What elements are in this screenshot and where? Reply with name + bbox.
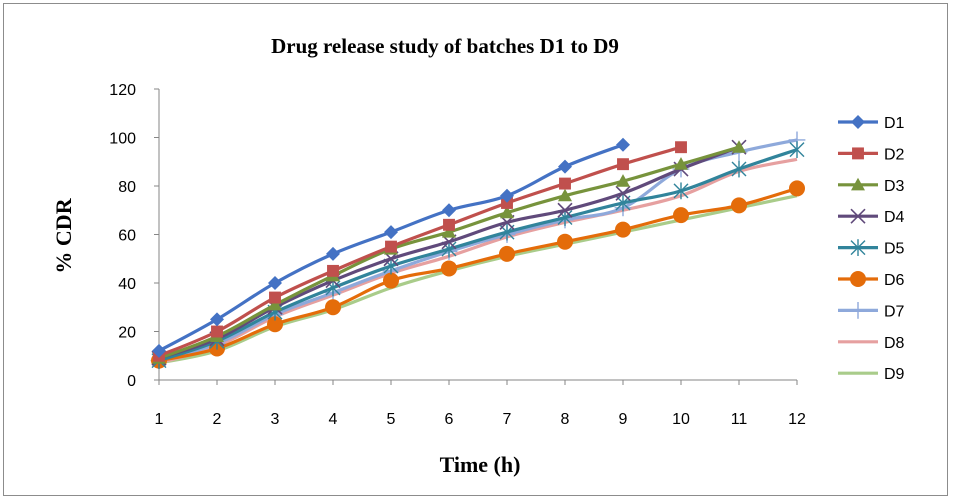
x-tick-label: 11 bbox=[731, 411, 748, 428]
x-tick-label: 4 bbox=[329, 411, 338, 428]
data-point-d6 bbox=[789, 180, 805, 197]
legend-item-d8: D8 bbox=[838, 335, 905, 352]
data-point-d6 bbox=[731, 197, 747, 214]
chart-title: Drug release study of batches D1 to D9 bbox=[271, 34, 619, 58]
data-point-d1 bbox=[152, 343, 166, 358]
data-point-d1 bbox=[558, 159, 572, 174]
legend-label: D7 bbox=[884, 303, 905, 320]
legend-item-d3: D3 bbox=[838, 177, 905, 195]
y-tick-label: 20 bbox=[118, 325, 136, 342]
y-tick-label: 60 bbox=[118, 228, 136, 245]
legend-item-d6: D6 bbox=[838, 271, 905, 289]
data-point-d2 bbox=[559, 177, 571, 190]
legend-marker bbox=[849, 302, 867, 319]
series-d1 bbox=[152, 137, 630, 358]
x-tick-label: 6 bbox=[445, 411, 454, 428]
data-point-d3 bbox=[268, 297, 282, 311]
legend-marker bbox=[850, 239, 866, 256]
legend-item-d4: D4 bbox=[838, 208, 905, 226]
y-tick-label: 0 bbox=[127, 373, 136, 390]
x-tick-label: 3 bbox=[271, 411, 280, 428]
data-point-d1 bbox=[442, 203, 456, 218]
plot-area bbox=[150, 131, 806, 369]
y-tick-label: 40 bbox=[118, 276, 136, 293]
data-point-d1 bbox=[268, 276, 282, 290]
y-axis-title: % CDR bbox=[51, 197, 76, 273]
series-line-d2 bbox=[158, 145, 682, 358]
data-point-d6 bbox=[383, 272, 399, 289]
x-tick-label: 2 bbox=[213, 411, 222, 428]
x-tick-label: 5 bbox=[387, 411, 396, 428]
data-point-d1 bbox=[384, 225, 398, 240]
data-point-d6 bbox=[615, 221, 631, 238]
x-tick-label: 9 bbox=[619, 411, 628, 428]
legend-label: D3 bbox=[884, 178, 905, 195]
data-point-d4 bbox=[557, 202, 573, 218]
data-point-d3 bbox=[732, 140, 746, 153]
x-tick-label: 10 bbox=[672, 411, 690, 428]
legend-item-d9: D9 bbox=[838, 366, 905, 383]
data-point-d6 bbox=[325, 299, 341, 316]
legend-label: D1 bbox=[884, 115, 905, 132]
legend-label: D9 bbox=[884, 366, 905, 383]
data-point-d1 bbox=[500, 188, 514, 203]
y-tick-label: 80 bbox=[118, 179, 136, 196]
data-point-d3 bbox=[558, 188, 572, 202]
data-point-d2 bbox=[443, 218, 455, 231]
data-point-d3 bbox=[442, 225, 456, 238]
data-point-d2 bbox=[327, 264, 339, 277]
legend-label: D6 bbox=[884, 272, 905, 289]
legend-marker bbox=[851, 177, 865, 191]
legend-label: D2 bbox=[884, 146, 905, 163]
data-point-d6 bbox=[499, 245, 515, 262]
data-point-d4 bbox=[615, 185, 631, 201]
legend-label: D4 bbox=[884, 209, 905, 226]
legend: D1 D2 D3 D4 D5 D6 D7 D8 D9 bbox=[838, 115, 905, 383]
series-d2 bbox=[153, 141, 687, 362]
x-tick-label: 1 bbox=[155, 411, 164, 428]
data-point-d3 bbox=[500, 205, 514, 219]
x-tick-label: 7 bbox=[503, 411, 512, 428]
legend-marker bbox=[850, 208, 866, 224]
chart-frame bbox=[3, 3, 948, 496]
legend-marker bbox=[850, 271, 866, 287]
legend-item-d7: D7 bbox=[838, 302, 905, 320]
x-axis-title: Time (h) bbox=[440, 452, 521, 477]
data-point-d6 bbox=[557, 233, 573, 250]
data-point-d1 bbox=[210, 312, 224, 327]
data-point-d1 bbox=[616, 137, 630, 152]
legend-item-d1: D1 bbox=[838, 115, 905, 132]
data-point-d6 bbox=[441, 260, 457, 277]
data-point-d2 bbox=[675, 141, 687, 154]
series-line-d5 bbox=[158, 148, 798, 363]
data-point-d2 bbox=[617, 158, 629, 171]
x-tick-label: 12 bbox=[788, 411, 806, 428]
series-d6 bbox=[151, 180, 805, 369]
data-point-d6 bbox=[267, 316, 283, 333]
data-point-d2 bbox=[501, 197, 513, 209]
x-tick-label: 8 bbox=[561, 411, 570, 428]
data-point-d5 bbox=[673, 182, 689, 200]
data-point-d5 bbox=[731, 160, 747, 178]
data-point-d3 bbox=[674, 157, 688, 170]
data-point-d1 bbox=[326, 246, 340, 261]
legend-label: D5 bbox=[884, 241, 905, 258]
data-point-d2 bbox=[269, 291, 281, 304]
legend-marker bbox=[851, 115, 865, 129]
y-tick-label: 100 bbox=[109, 131, 136, 148]
series-d7 bbox=[150, 131, 806, 369]
legend-item-d5: D5 bbox=[838, 239, 905, 258]
data-point-d6 bbox=[673, 207, 689, 224]
legend-label: D8 bbox=[884, 335, 905, 352]
legend-item-d2: D2 bbox=[838, 146, 905, 163]
data-point-d3 bbox=[616, 174, 630, 187]
legend-marker bbox=[852, 147, 864, 160]
data-point-d2 bbox=[385, 240, 397, 253]
data-point-d2 bbox=[211, 325, 223, 338]
data-point-d5 bbox=[789, 141, 805, 159]
y-tick-label: 120 bbox=[109, 82, 136, 99]
